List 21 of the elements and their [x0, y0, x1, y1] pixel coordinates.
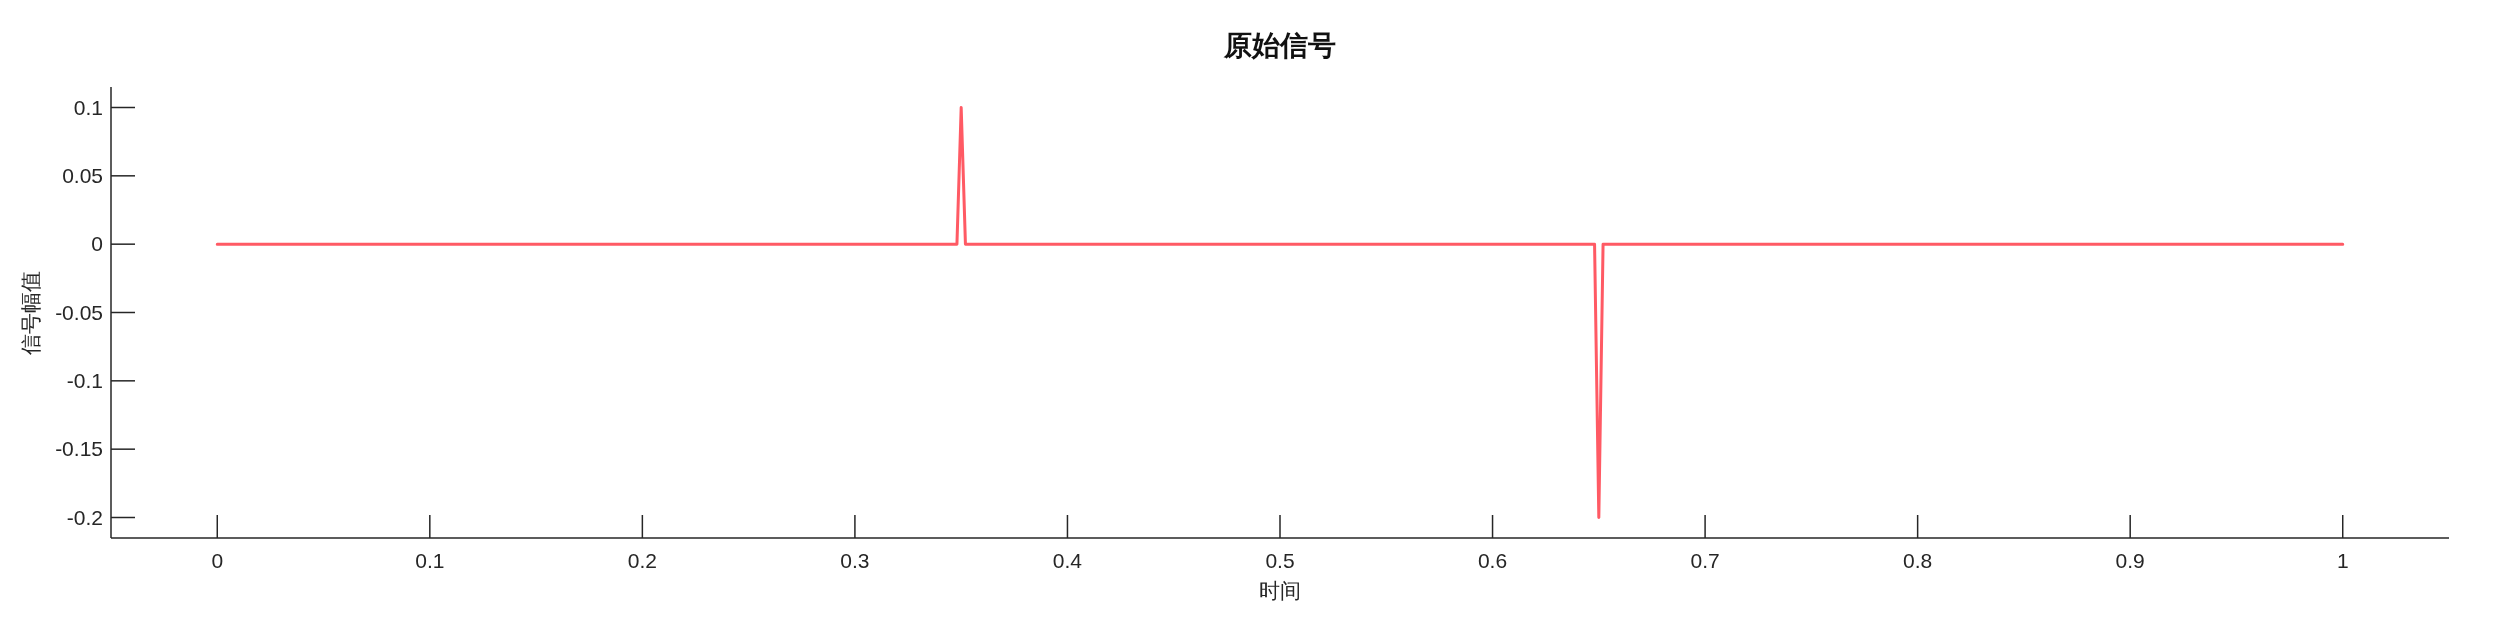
chart-title: 原始信号	[1223, 29, 1336, 62]
y-tick-label: 0	[91, 232, 103, 256]
x-tick-label: 0.6	[1477, 549, 1508, 572]
y-tick-label: -0.1	[66, 368, 103, 392]
x-axis-title: 时间	[1259, 579, 1301, 603]
y-tick-label: -0.15	[55, 437, 103, 461]
x-tick-label: 1	[2336, 549, 2349, 572]
y-tick-label: -0.05	[55, 300, 103, 324]
x-tick-label: 0.2	[627, 549, 657, 572]
x-tick-label: 0.7	[1690, 549, 1720, 572]
y-tick-label: -0.2	[66, 505, 103, 529]
y-tick-label: 0.05	[62, 163, 103, 187]
x-tick-label: 0.5	[1265, 549, 1295, 572]
x-tick-label: 0.3	[840, 549, 870, 572]
x-tick-label: 0.8	[1903, 549, 1933, 572]
y-axis-title: 信号幅值	[19, 270, 43, 355]
x-tick-label: 0.1	[415, 549, 445, 572]
y-tick-label: 0.1	[73, 95, 103, 119]
x-tick-label: 0	[211, 549, 224, 572]
x-tick-label: 0.4	[1052, 549, 1083, 572]
x-tick-label: 0.9	[2115, 549, 2145, 572]
